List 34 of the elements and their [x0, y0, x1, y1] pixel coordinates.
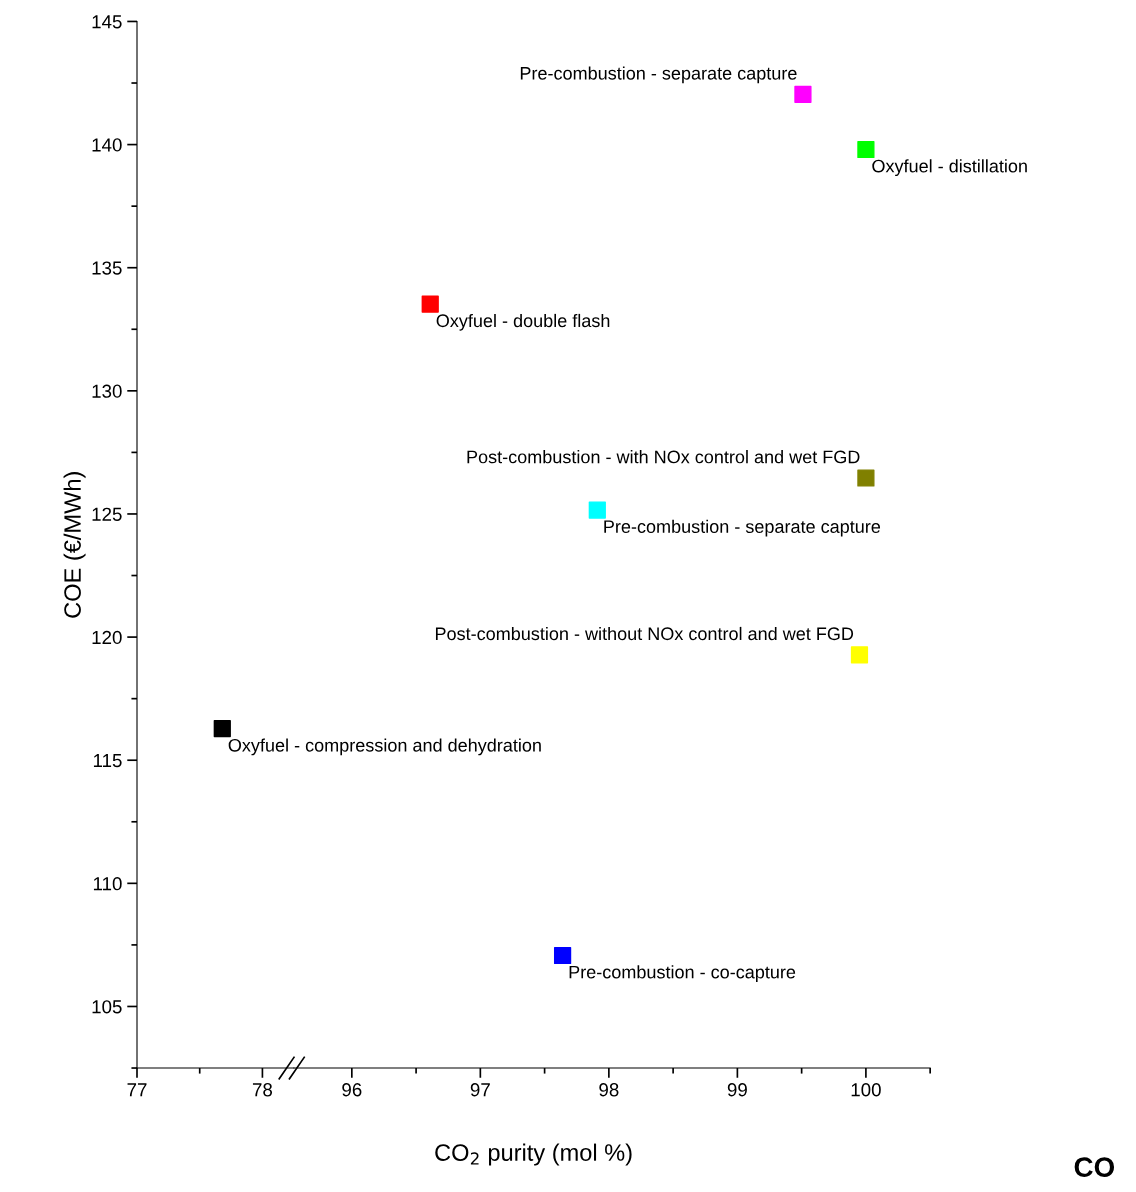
x-tick-label: 96 — [342, 1083, 362, 1097]
point — [857, 140, 875, 159]
series-label: Pre-combustion - separate capture — [604, 519, 881, 537]
series-label: Post-combustion - without NOx control and wet FGD — [435, 626, 854, 641]
point — [588, 501, 606, 519]
y-tick-label: 120 — [92, 630, 122, 645]
series-label: Oxyfuel - compression and dehydration — [228, 738, 541, 756]
series-label: Post-combustion - with NOx control and wet FGD — [467, 450, 860, 464]
y-tick-label: 135 — [92, 261, 122, 275]
x-tick-label: 97 — [470, 1083, 490, 1097]
x-tick-label: 77 — [127, 1083, 147, 1097]
series-label: Oxyfuel - double flash — [436, 313, 610, 331]
y-tick-label: 130 — [92, 384, 122, 398]
text: CO — [1074, 1157, 1115, 1177]
y-tick-label: 125 — [92, 507, 122, 521]
series-label: Pre-combustion - separate capture — [520, 66, 797, 84]
series-label: Oxyfuel - distillation — [872, 159, 1027, 177]
series-label: Pre-combustion - co-capture — [569, 965, 796, 983]
x-tick-label: 78 — [252, 1083, 273, 1097]
point — [794, 85, 812, 103]
y-tick-label: 145 — [92, 15, 122, 29]
x-tick-label: 98 — [599, 1083, 619, 1097]
y-axis-title: COE (€/MWh) — [63, 472, 86, 618]
y-tick-label: 105 — [92, 1000, 122, 1014]
x-tick-label: 99 — [727, 1083, 747, 1097]
point — [553, 946, 572, 965]
y-tick-label: 115 — [93, 754, 122, 768]
y-tick-label: 140 — [92, 138, 122, 152]
point — [421, 295, 439, 313]
point — [857, 469, 875, 487]
x-tick-label: 100 — [851, 1083, 881, 1097]
point — [850, 646, 869, 664]
y-tick-label: 110 — [93, 877, 122, 891]
x-axis-title: CO$_{2}$ purity (mol %) — [435, 1143, 632, 1166]
